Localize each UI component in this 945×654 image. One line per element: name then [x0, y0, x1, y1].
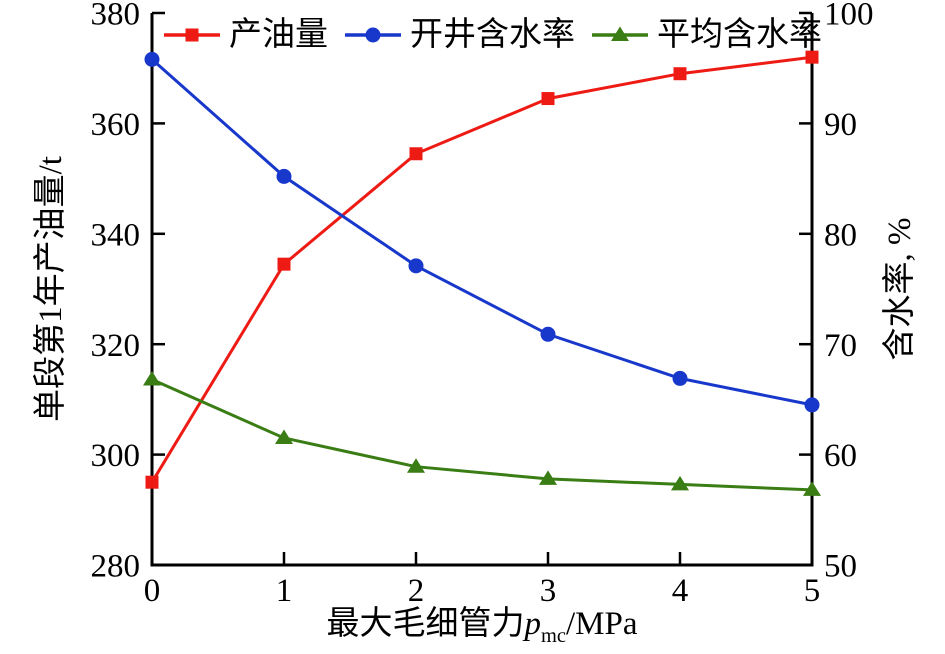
series-well-opening-water-cut-marker — [672, 370, 688, 386]
x-axis-title-unit: /MPa — [565, 606, 638, 643]
x-axis-tick-label: 2 — [408, 573, 425, 609]
y-axis-left-tick-label: 320 — [91, 328, 141, 364]
series-average-water-cut-marker — [803, 481, 821, 496]
y-axis-left-tick-label: 280 — [91, 549, 141, 585]
legend-triangle-marker-icon — [592, 26, 648, 41]
series-average-water-cut-line — [151, 378, 813, 492]
x-axis-tick-label: 1 — [276, 573, 293, 609]
series-average-water-cut-marker — [275, 429, 293, 445]
series-well-opening-water-cut-line — [151, 58, 813, 407]
y-axis-right-tick-label: 50 — [824, 549, 857, 585]
series-oil-production-marker — [409, 147, 423, 161]
legend-item-average-water-cut: 平均含水率 — [592, 16, 822, 54]
series-average-water-cut-marker — [539, 470, 557, 485]
series-average-water-cut-marker — [671, 475, 689, 491]
chart-legend: 产油量 开井含水率 平均含水率 — [164, 16, 822, 54]
series-oil-production-marker — [277, 257, 291, 271]
series-well-opening-water-cut-marker — [408, 258, 424, 274]
series-oil-production-marker — [541, 92, 555, 106]
series-oil-production-marker — [673, 67, 687, 81]
y-axis-right-tick-label: 60 — [824, 438, 857, 474]
legend-label: 开井含水率 — [410, 17, 575, 53]
y-axis-right-tick-label: 80 — [824, 217, 857, 253]
y-axis-title-left: 单段第1年产油量/t — [33, 156, 69, 422]
y-axis-right-tick-label: 90 — [824, 107, 857, 143]
x-axis-tick-label: 3 — [540, 573, 557, 609]
series-average-water-cut-marker — [143, 371, 161, 386]
y-axis-left-tick-label: 340 — [91, 217, 141, 253]
y-axis-left-tick-label: 380 — [91, 0, 141, 33]
y-axis-left-tick-label: 360 — [91, 107, 141, 143]
x-axis-title-subscript: mc — [541, 624, 566, 647]
x-axis-title: 最大毛细管力pmc/MPa — [327, 596, 638, 648]
series-oil-production-marker — [805, 50, 819, 64]
y-axis-left-tick-label: 300 — [91, 438, 141, 474]
series-well-opening-water-cut-marker — [144, 51, 160, 67]
legend-circle-marker-icon — [345, 27, 401, 43]
legend-label: 平均含水率 — [657, 17, 822, 53]
y-axis-title-right: 含水率, % — [882, 217, 918, 361]
series-well-opening-water-cut-marker — [804, 397, 820, 413]
y-axis-right-tick-label: 100 — [824, 0, 874, 33]
x-axis-tick-label: 0 — [144, 573, 161, 609]
series-oil-production-marker — [145, 475, 159, 489]
x-axis-tick-label: 5 — [804, 573, 821, 609]
series-average-water-cut-marker — [407, 458, 425, 473]
series-oil-production-line — [150, 55, 813, 483]
x-axis-title-text: 最大毛细管力 — [326, 606, 525, 643]
legend-square-marker-icon — [164, 28, 220, 42]
series-well-opening-water-cut-marker — [276, 168, 292, 184]
legend-item-oil-production: 产油量 — [164, 16, 328, 54]
legend-label: 产油量 — [229, 17, 328, 53]
y-axis-right-tick-label: 70 — [824, 328, 857, 364]
series-well-opening-water-cut-marker — [540, 326, 556, 342]
x-axis-title-variable: p — [524, 606, 542, 643]
legend-item-well-opening-water-cut: 开井含水率 — [345, 16, 575, 54]
x-axis-tick-label: 4 — [672, 573, 689, 609]
